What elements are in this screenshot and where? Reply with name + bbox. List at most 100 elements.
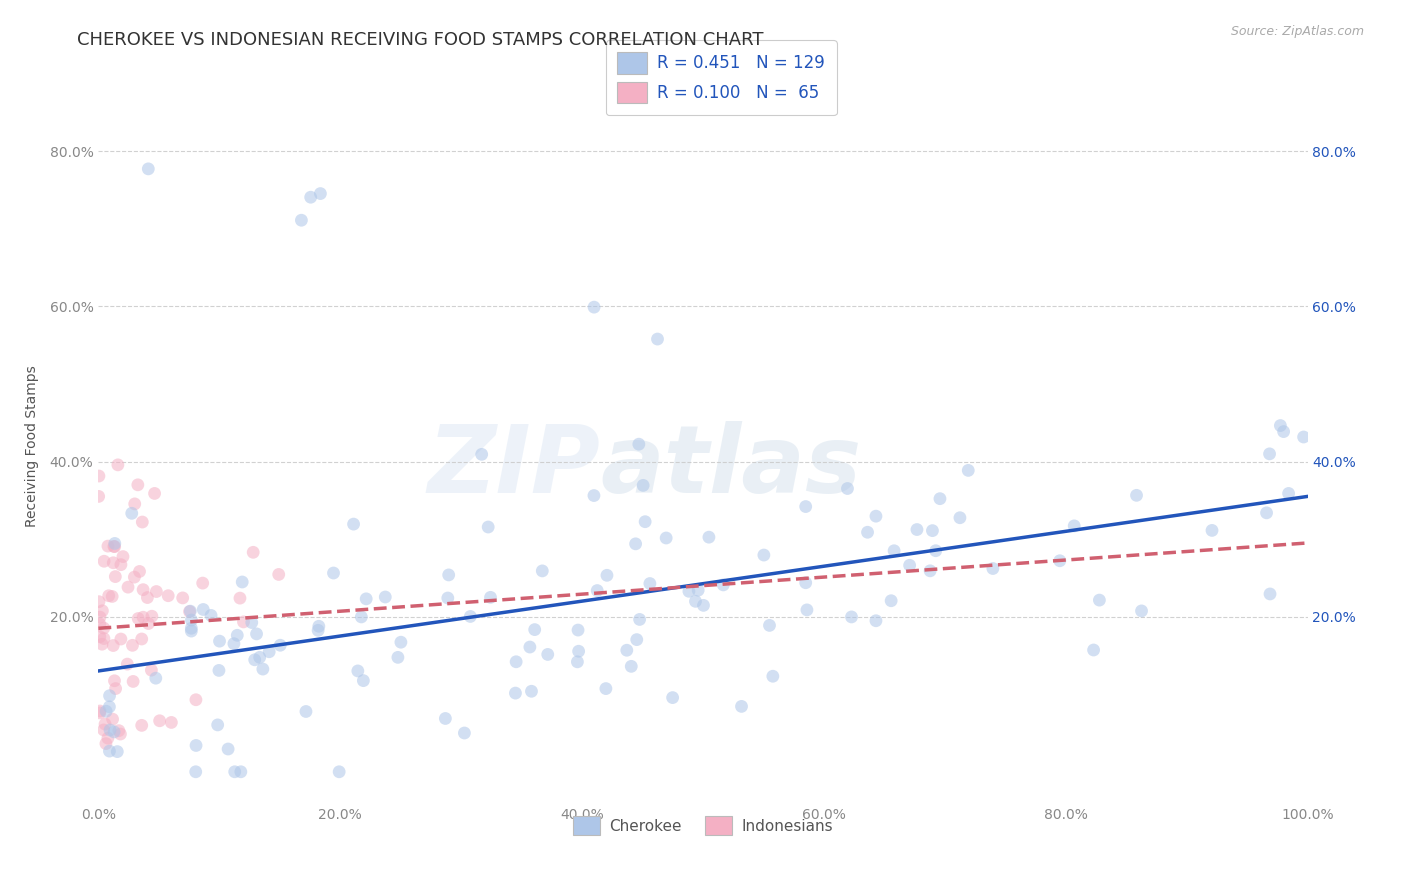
- Point: [179, 605, 201, 619]
- Point: [91, 637, 114, 651]
- Point: [865, 509, 887, 524]
- Point: [104, 569, 127, 583]
- Point: [103, 556, 125, 570]
- Point: [97, 589, 120, 603]
- Point: [308, 619, 330, 633]
- Point: [697, 530, 720, 544]
- Point: [184, 739, 207, 753]
- Point: [1258, 447, 1281, 461]
- Text: Source: ZipAtlas.com: Source: ZipAtlas.com: [1230, 25, 1364, 38]
- Text: atlas: atlas: [600, 421, 862, 514]
- Point: [628, 612, 651, 626]
- Point: [267, 567, 290, 582]
- Point: [269, 638, 291, 652]
- Point: [865, 614, 887, 628]
- Point: [224, 764, 246, 779]
- Point: [634, 515, 657, 529]
- Point: [89, 610, 111, 624]
- Point: [307, 624, 329, 638]
- Point: [921, 524, 943, 538]
- Point: [730, 699, 752, 714]
- Point: [91, 604, 114, 618]
- Point: [837, 482, 859, 496]
- Point: [121, 638, 143, 652]
- Point: [1049, 554, 1071, 568]
- Point: [568, 644, 591, 658]
- Point: [110, 558, 132, 572]
- Point: [685, 594, 707, 608]
- Point: [758, 618, 780, 632]
- Point: [107, 458, 129, 472]
- Point: [207, 718, 229, 732]
- Point: [880, 593, 903, 607]
- Point: [1063, 519, 1085, 533]
- Point: [98, 699, 121, 714]
- Point: [94, 704, 117, 718]
- Point: [322, 566, 344, 580]
- Point: [229, 591, 252, 606]
- Point: [920, 564, 942, 578]
- Point: [98, 723, 121, 737]
- Point: [638, 576, 661, 591]
- Point: [523, 623, 546, 637]
- Point: [243, 653, 266, 667]
- Point: [631, 478, 654, 492]
- Point: [257, 645, 280, 659]
- Point: [905, 523, 928, 537]
- Point: [193, 602, 215, 616]
- Point: [929, 491, 952, 506]
- Point: [89, 704, 111, 718]
- Point: [374, 590, 396, 604]
- Point: [111, 549, 134, 564]
- Point: [626, 632, 648, 647]
- Point: [103, 725, 125, 739]
- Point: [1258, 587, 1281, 601]
- Point: [519, 640, 541, 654]
- Point: [117, 580, 139, 594]
- Point: [104, 681, 127, 696]
- Point: [128, 565, 150, 579]
- Point: [567, 623, 589, 637]
- Point: [217, 742, 239, 756]
- Point: [1270, 418, 1292, 433]
- Point: [110, 727, 132, 741]
- Point: [949, 510, 972, 524]
- Point: [160, 715, 183, 730]
- Point: [93, 554, 115, 568]
- Point: [1256, 506, 1278, 520]
- Point: [104, 536, 127, 550]
- Point: [103, 673, 125, 688]
- Point: [94, 717, 117, 731]
- Point: [124, 497, 146, 511]
- Point: [232, 615, 254, 629]
- Point: [98, 689, 121, 703]
- Point: [132, 610, 155, 624]
- Point: [132, 582, 155, 597]
- Point: [208, 634, 231, 648]
- Point: [505, 655, 527, 669]
- Point: [145, 671, 167, 685]
- Point: [117, 657, 139, 672]
- Point: [678, 584, 700, 599]
- Point: [1125, 488, 1147, 502]
- Point: [179, 604, 201, 618]
- Point: [131, 515, 153, 529]
- Point: [101, 590, 124, 604]
- Point: [208, 664, 231, 678]
- Point: [794, 575, 817, 590]
- Point: [249, 650, 271, 665]
- Point: [103, 540, 125, 554]
- Point: [87, 595, 110, 609]
- Point: [191, 576, 214, 591]
- Point: [1201, 524, 1223, 538]
- Point: [309, 186, 332, 201]
- Point: [121, 506, 143, 520]
- Point: [898, 558, 921, 573]
- Point: [89, 617, 111, 632]
- Point: [531, 564, 554, 578]
- Point: [347, 664, 370, 678]
- Point: [141, 609, 163, 624]
- Point: [98, 744, 121, 758]
- Point: [537, 648, 560, 662]
- Point: [141, 663, 163, 677]
